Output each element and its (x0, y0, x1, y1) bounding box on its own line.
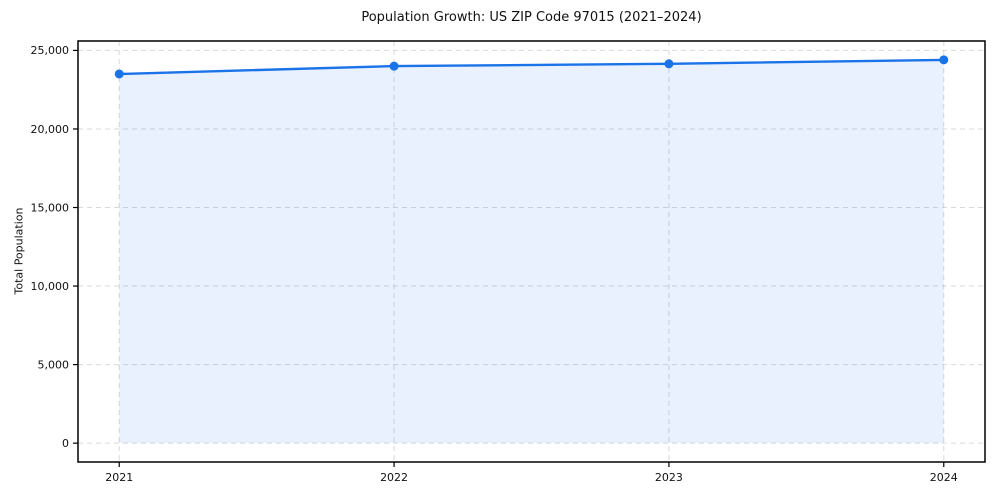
chart-title: Population Growth: US ZIP Code 97015 (20… (361, 10, 702, 25)
x-tick-label: 2022 (380, 471, 408, 484)
y-tick-label: 10,000 (31, 280, 70, 293)
y-tick-label: 25,000 (31, 44, 70, 57)
plot-border (77, 40, 986, 463)
data-point-marker (664, 59, 674, 69)
y-tick-label: 5,000 (38, 358, 70, 371)
y-tick-label: 0 (62, 437, 69, 450)
y-tick-label: 20,000 (31, 123, 70, 136)
data-point-marker (939, 55, 949, 65)
area-fill (119, 59, 944, 444)
x-tick-label: 2024 (930, 471, 958, 484)
trend-line (118, 58, 945, 76)
x-tick-label: 2023 (655, 471, 683, 484)
data-point-marker (389, 61, 399, 71)
y-tick-label: 15,000 (31, 201, 70, 214)
data-point-marker (114, 69, 124, 79)
x-tick-label: 2021 (105, 471, 133, 484)
